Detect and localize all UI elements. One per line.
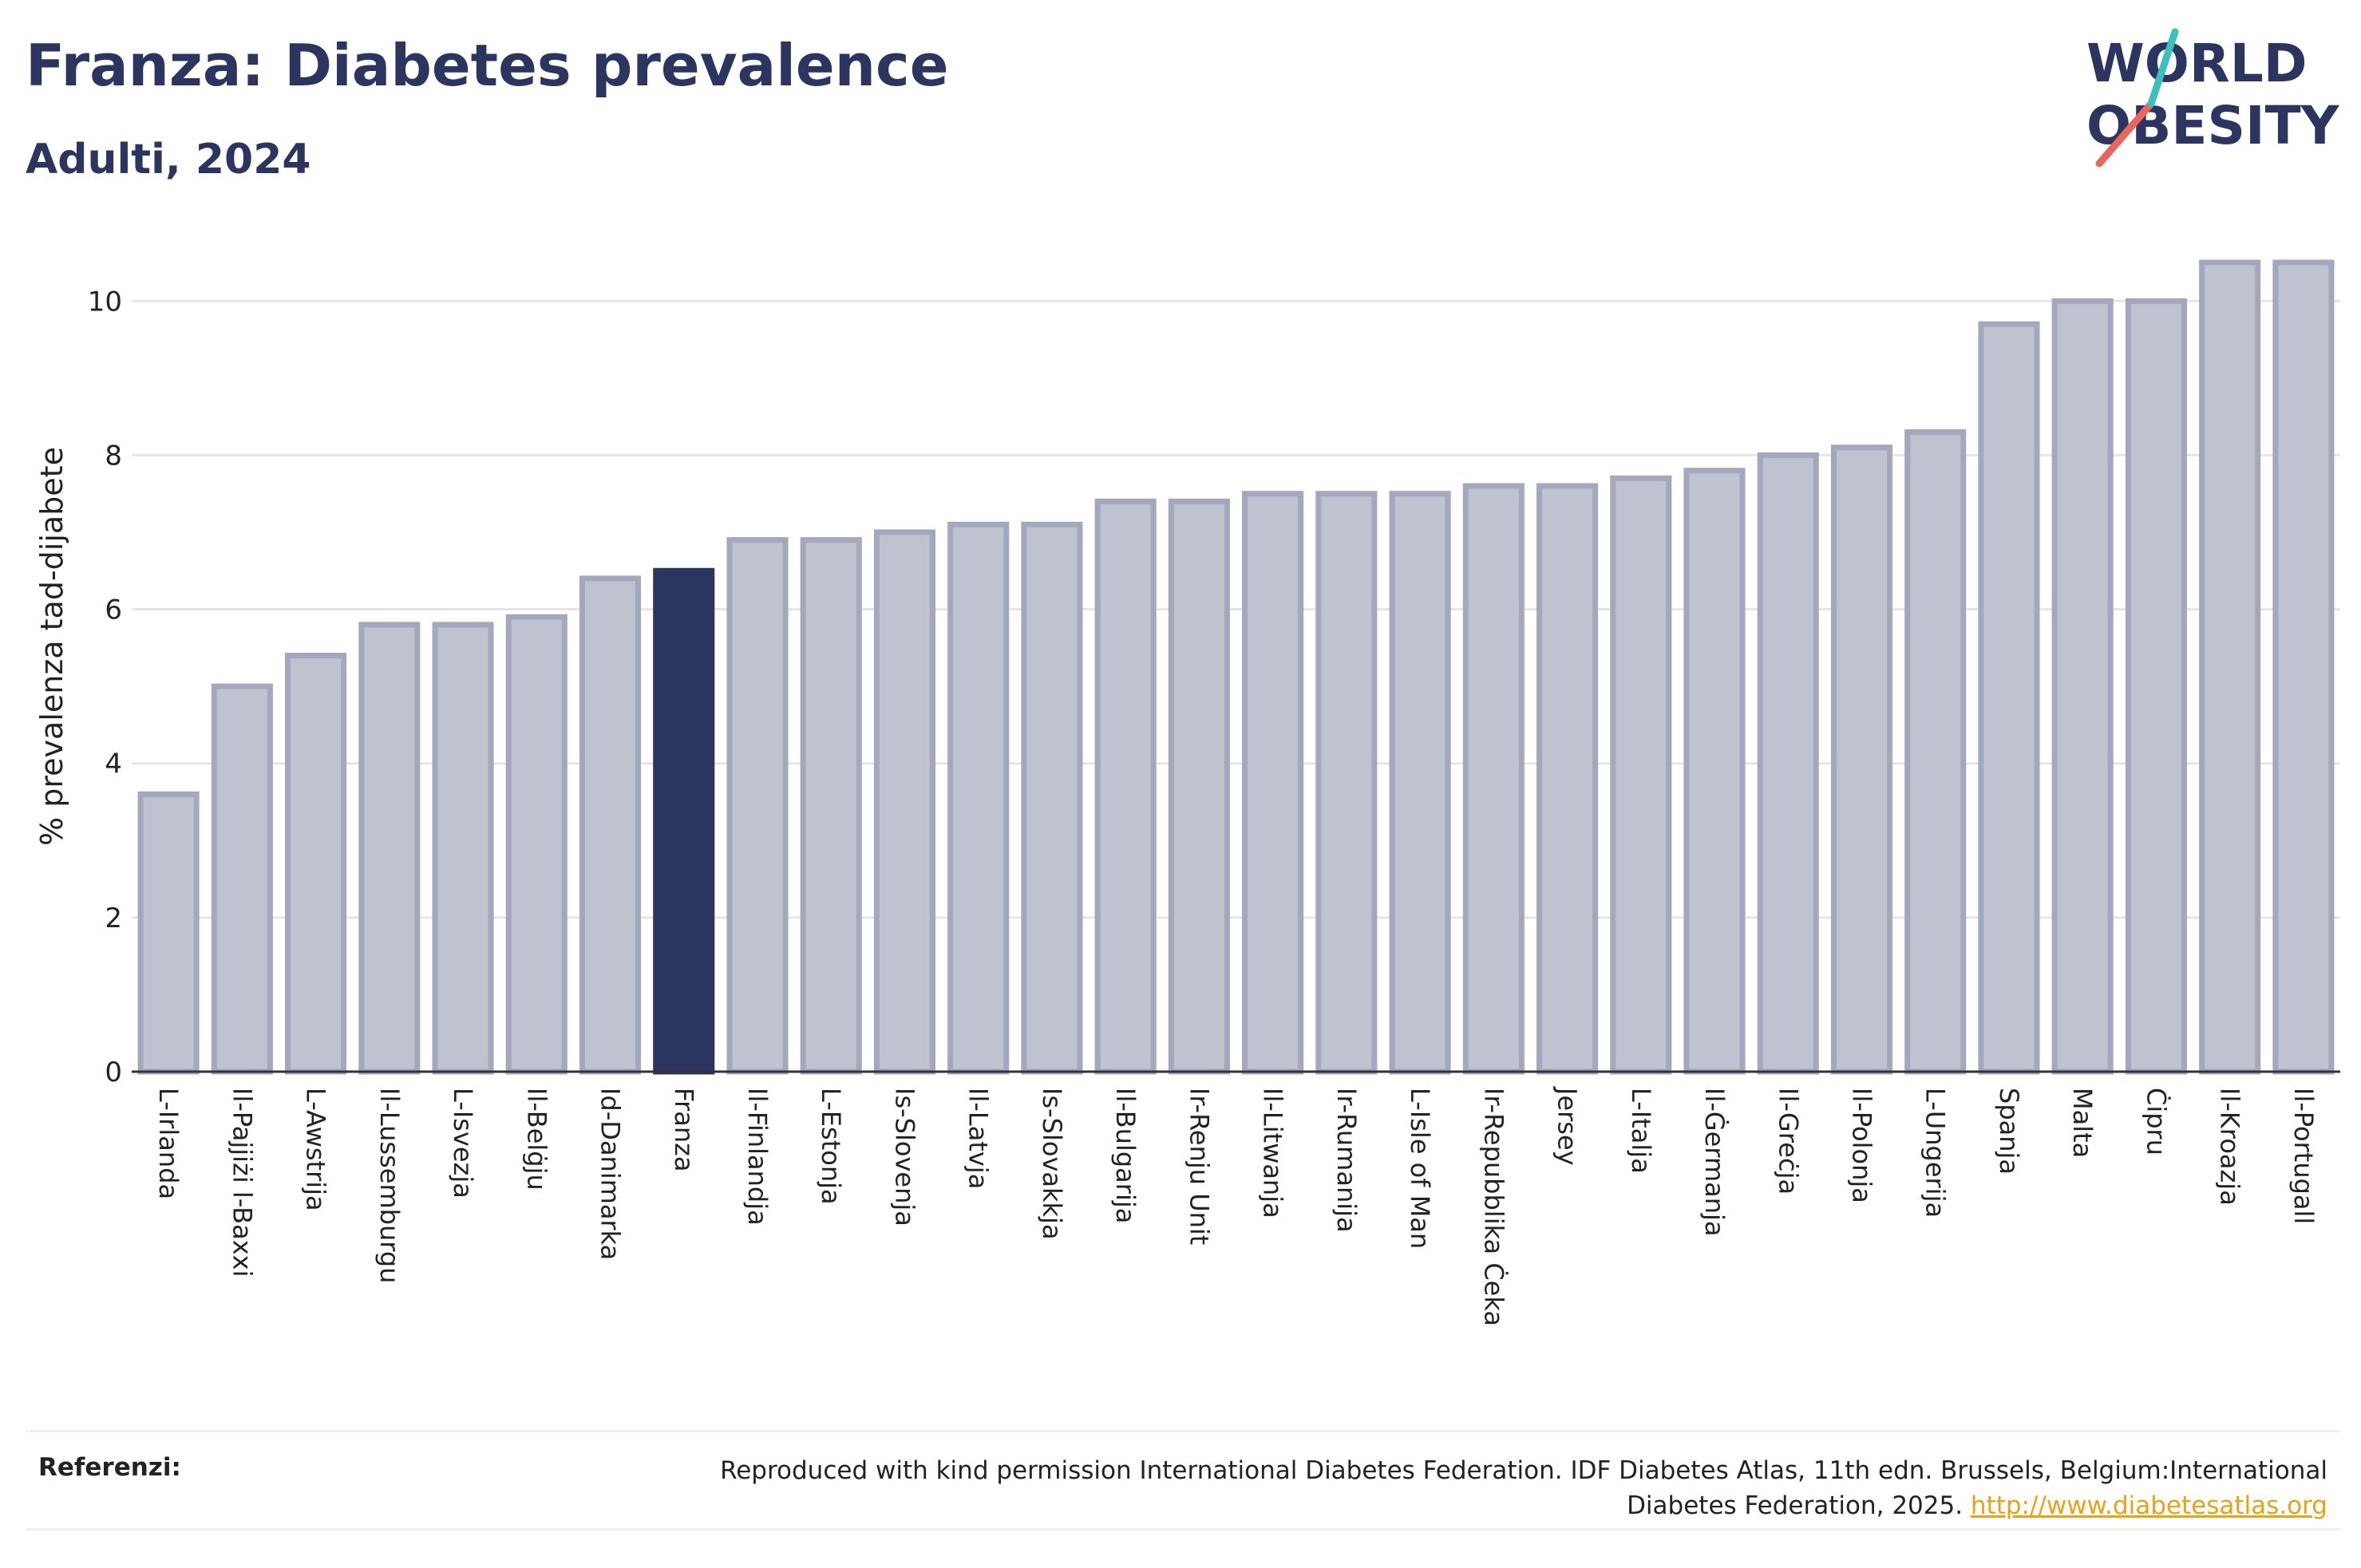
chart-title: Franza: Diabetes prevalence	[26, 32, 949, 99]
bars	[137, 259, 2335, 1075]
references-label: Referenzi:	[38, 1453, 181, 1482]
y-tick-label: 10	[88, 286, 122, 318]
bar[interactable]	[1904, 429, 1967, 1075]
x-tick-label: Il-Portugall	[2288, 1088, 2319, 1224]
bar[interactable]	[2051, 298, 2114, 1075]
y-tick-label: 4	[105, 748, 122, 780]
bar[interactable]	[1315, 491, 1378, 1075]
x-tick-label: Spanja	[1994, 1088, 2024, 1175]
bar[interactable]	[1978, 321, 2040, 1075]
bar[interactable]	[579, 575, 642, 1075]
x-tick-label: Il-Litwanja	[1258, 1088, 1288, 1218]
bar[interactable]	[2199, 259, 2261, 1075]
x-tick-label: L-Irlanda	[153, 1088, 184, 1199]
x-tick-label: Ir-Rumanija	[1331, 1088, 1362, 1233]
bar[interactable]	[358, 622, 421, 1075]
x-tick-label: Jersey	[1552, 1086, 1583, 1166]
x-tick-label: Il-Greċja	[1773, 1088, 1803, 1195]
bar[interactable]	[2272, 259, 2335, 1075]
bar[interactable]	[1389, 491, 1451, 1075]
x-tick-label: Franza	[669, 1088, 699, 1172]
bar[interactable]	[1757, 452, 1819, 1075]
x-tick-label: L-Awstrija	[301, 1088, 331, 1211]
category-labels: L-Irlanda Il-Pajjiżi l-Baxxi L-Awstrija Il-…	[153, 1086, 2319, 1326]
x-tick-label: Il-Ġermanja	[1699, 1088, 1730, 1237]
y-tick-label: 2	[105, 902, 122, 934]
bar[interactable]	[211, 683, 273, 1075]
references-citation: Reproduced with kind permission Internat…	[720, 1456, 2327, 1520]
x-tick-label: Ir-Renju Unit	[1184, 1088, 1214, 1245]
bar[interactable]	[873, 529, 935, 1075]
bar[interactable]	[800, 537, 862, 1075]
bar[interactable]	[137, 791, 200, 1075]
references-link[interactable]: http://www.diabetesatlas.org	[1970, 1491, 2327, 1520]
x-tick-label: Il-Polonja	[1846, 1088, 1877, 1203]
bar[interactable]	[1610, 475, 1672, 1075]
bar[interactable]	[2125, 298, 2187, 1075]
bar[interactable]	[505, 614, 568, 1075]
bar[interactable]	[1021, 521, 1083, 1075]
x-tick-label: L-Isvezja	[448, 1088, 478, 1199]
y-axis-label: % prevalenza tad-dijabete	[34, 447, 69, 846]
x-tick-label: Malta	[2067, 1088, 2098, 1158]
x-tick-label: Il-Lussemburgu	[374, 1088, 405, 1283]
x-tick-label: Ir-Repubblika Ċeka	[1478, 1088, 1509, 1326]
svg-text:WORLD: WORLD	[2086, 33, 2308, 94]
x-tick-label: Il-Pajjiżi l-Baxxi	[227, 1088, 257, 1278]
grid-lines	[132, 299, 2340, 919]
x-tick-label: Id-Danimarka	[595, 1088, 626, 1260]
world-obesity-logo: WORLD OBESITY	[2086, 28, 2340, 168]
x-tick-label: L-Italja	[1626, 1088, 1656, 1174]
x-tick-label: Il-Finlandja	[742, 1088, 773, 1226]
y-tick-label: 6	[105, 594, 122, 626]
x-tick-label: Il-Latvja	[963, 1088, 994, 1189]
x-tick-label: L-Ungerija	[1920, 1088, 1951, 1218]
bar-chart: 0 2 4 6 8 10 L-Irlanda Il-Pajjiżi l-Baxxi L-Aws…	[34, 259, 2340, 1326]
bar[interactable]	[726, 537, 789, 1075]
bar[interactable]	[1462, 483, 1525, 1075]
x-tick-label: Ċipru	[2141, 1088, 2171, 1155]
x-tick-label: L-Isle of Man	[1405, 1088, 1435, 1249]
y-tick-label: 0	[105, 1057, 122, 1088]
bar[interactable]	[1168, 498, 1230, 1075]
references-text: Reproduced with kind permission Internat…	[651, 1453, 2327, 1523]
x-tick-label: Is-Slovenja	[889, 1088, 919, 1226]
bar[interactable]	[1242, 491, 1304, 1075]
x-tick-label: Is-Slovakkja	[1037, 1088, 1067, 1240]
bar[interactable]	[1094, 498, 1157, 1075]
x-tick-label: Il-Kroazja	[2215, 1088, 2245, 1206]
x-tick-label: Il-Belġju	[521, 1088, 552, 1191]
x-tick-label: Il-Bulgarija	[1110, 1088, 1141, 1223]
bar[interactable]	[1536, 483, 1599, 1075]
chart-subtitle: Adulti, 2024	[26, 136, 311, 184]
references-panel: Referenzi: Reproduced with kind permissi…	[26, 1430, 2340, 1530]
y-tick-label: 8	[105, 440, 122, 472]
x-tick-label: L-Estonja	[816, 1088, 846, 1205]
bar[interactable]	[432, 622, 494, 1075]
bar[interactable]	[947, 521, 1010, 1075]
bar-highlight[interactable]	[653, 567, 715, 1075]
bar[interactable]	[1683, 468, 1746, 1075]
bar[interactable]	[285, 653, 347, 1075]
axes: 0 2 4 6 8 10	[88, 286, 2340, 1088]
bar[interactable]	[1830, 444, 1893, 1075]
